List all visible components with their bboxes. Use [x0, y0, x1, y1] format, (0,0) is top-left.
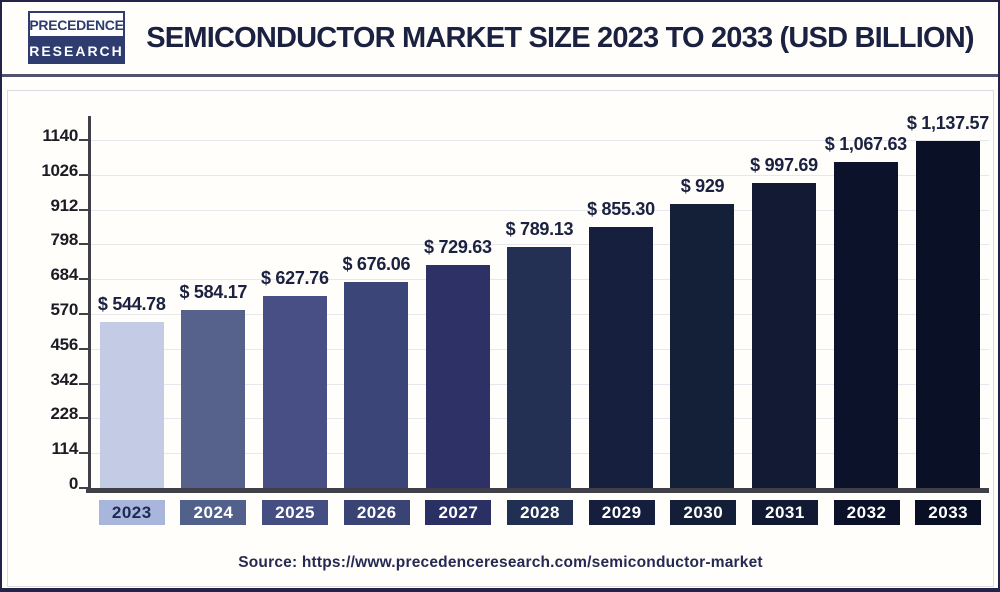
bar-value-label: $ 584.17 [179, 281, 248, 302]
bar-value-label: $ 544.78 [97, 293, 166, 314]
bar [670, 204, 735, 488]
bar-group: $ 855.30 [580, 91, 662, 488]
x-label-slot: 2026 [336, 500, 418, 525]
bar-group: $ 789.13 [499, 91, 581, 488]
y-tick-mark [79, 139, 88, 141]
bar [833, 162, 898, 488]
y-axis-line [88, 116, 91, 493]
bar-group: $ 997.69 [743, 91, 825, 488]
bar [588, 226, 653, 488]
y-tick-mark [79, 417, 88, 420]
bar-group: $ 1,137.57 [907, 91, 989, 488]
bar [344, 281, 409, 488]
year-label: 2030 [670, 500, 737, 525]
bar [262, 296, 327, 488]
bar-group: $ 627.76 [254, 91, 336, 488]
x-label-slot: 2028 [499, 500, 581, 525]
x-label-slot: 2030 [662, 500, 744, 525]
logo-line-precedence: PRECEDENCE [28, 11, 125, 38]
bar-group: $ 584.17 [173, 91, 255, 488]
gridline [91, 244, 989, 246]
x-label-slot: 2027 [418, 500, 500, 525]
bar [507, 247, 572, 488]
chart-area: 0 114 228 342 456 570 684 798 912 1026 1140 $ 544.… [7, 90, 994, 587]
gridline [91, 209, 989, 211]
year-label: 2025 [262, 500, 329, 525]
y-tick-label: 798 [50, 230, 79, 250]
y-tick-mark [79, 208, 88, 211]
year-label: 2033 [915, 500, 982, 525]
bar [181, 309, 246, 488]
precedence-research-logo: PRECEDENCE RESEARCH [28, 11, 125, 64]
bar-value-label: $ 676.06 [342, 253, 411, 274]
gridline [91, 174, 989, 176]
bar [915, 140, 980, 488]
year-label: 2028 [507, 500, 574, 525]
x-label-slot: 2024 [173, 500, 255, 525]
chart-title: SEMICONDUCTOR MARKET SIZE 2023 TO 2033 (… [146, 21, 974, 54]
y-tick-mark [79, 243, 88, 246]
bar-group: $ 676.06 [336, 91, 418, 488]
x-label-slot: 2025 [254, 500, 336, 525]
y-tick-label: 1026 [41, 160, 78, 180]
y-tick-label: 684 [50, 265, 79, 285]
bar-value-label: $ 789.13 [505, 219, 574, 240]
y-tick-label: 912 [50, 195, 79, 215]
y-tick-label: 456 [50, 334, 79, 354]
y-tick-mark [79, 173, 88, 176]
bar-series: $ 544.78 $ 584.17 $ 627.76 $ 676.06 $ 729.63… [91, 91, 989, 488]
logo-line-research: RESEARCH [28, 38, 125, 64]
y-tick-label: 228 [50, 404, 79, 424]
bar-value-label: $ 729.63 [424, 237, 492, 258]
gridline [91, 140, 989, 141]
bar-group: $ 1,067.63 [825, 91, 907, 488]
year-label: 2032 [833, 500, 900, 525]
bar-group: $ 729.63 [417, 91, 499, 488]
header-separator-line [2, 74, 998, 77]
y-tick-mark [79, 313, 88, 315]
bar [752, 183, 817, 488]
header: PRECEDENCE RESEARCH SEMICONDUCTOR MARKET… [2, 2, 998, 74]
bar-value-label: $ 855.30 [587, 198, 655, 219]
year-label: 2029 [588, 500, 655, 525]
y-tick-label: 570 [50, 300, 79, 319]
year-label: 2023 [98, 500, 165, 525]
bar-value-label: $ 627.76 [260, 268, 329, 289]
source-caption: Source: https://www.precedenceresearch.c… [238, 554, 763, 571]
x-axis-line [86, 488, 989, 493]
x-label-slot: 2029 [581, 500, 663, 525]
x-label-slot: 2032 [826, 500, 908, 525]
year-label: 2031 [751, 500, 818, 525]
bar [425, 265, 490, 488]
bar-value-label: $ 1,137.57 [906, 112, 989, 133]
bar [99, 321, 164, 488]
y-tick-mark [79, 382, 88, 385]
bar-group: $ 929 [662, 91, 744, 488]
y-tick-mark [79, 347, 88, 350]
y-tick-label: 342 [50, 369, 79, 389]
year-label: 2026 [343, 500, 410, 525]
x-axis-category-labels: 2023 2024 2025 2026 2027 2028 2029 2030 2031 2032… [91, 500, 989, 525]
y-tick-mark [79, 487, 88, 489]
year-label: 2024 [180, 500, 247, 525]
bar-value-label: $ 929 [680, 176, 725, 197]
bar-value-label: $ 997.69 [750, 155, 818, 176]
y-tick-label: 0 [68, 474, 78, 493]
y-tick-mark [79, 452, 88, 455]
bar-group: $ 544.78 [91, 91, 173, 488]
bar-value-label: $ 1,067.63 [824, 134, 907, 155]
y-tick-label: 114 [51, 439, 78, 459]
x-label-slot: 2023 [91, 500, 173, 525]
x-label-slot: 2031 [744, 500, 826, 525]
year-label: 2027 [425, 500, 492, 525]
y-tick-mark [79, 278, 88, 281]
y-tick-label: 1140 [42, 126, 78, 145]
x-label-slot: 2033 [907, 500, 989, 525]
